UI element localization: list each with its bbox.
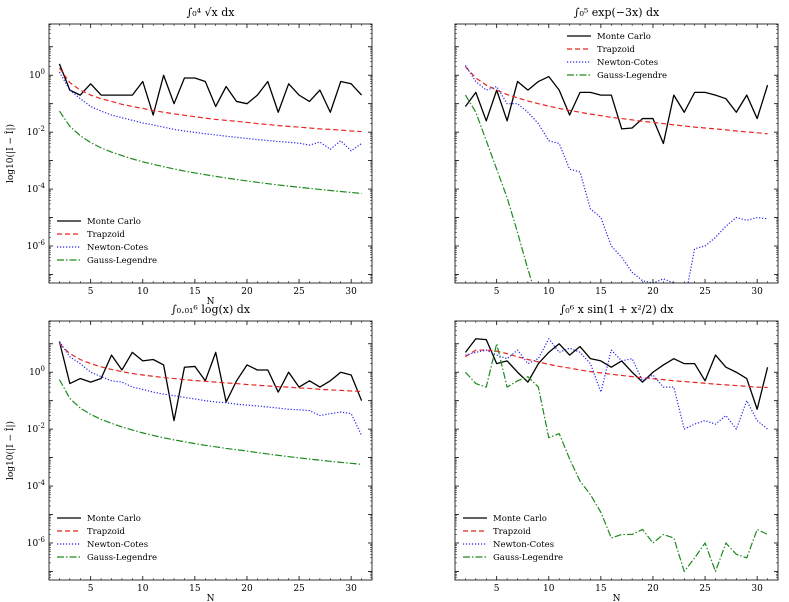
x-tick-label: 15 [189, 287, 201, 297]
chart-title: ∫₀⁶ x sin(1 + x²/2) dx [560, 303, 675, 316]
legend-label: Monte Carlo [87, 217, 141, 227]
series-line-trapzoid [464, 66, 768, 135]
y-axis-label: log10(|I − Î|) [4, 124, 16, 183]
legend-label: Trapzoid [87, 230, 126, 240]
x-tick-label: 30 [751, 584, 763, 594]
legend-label: Trapzoid [597, 45, 636, 55]
legend: Monte Carlo Trapzoid Newton-Cotes Gauss-Leg… [57, 514, 157, 563]
panel-4: 5 10 15 20 25 30 ∫₀⁶ x sin(1 + x²/2) dx N Monte … [454, 303, 779, 602]
x-tick-label: 30 [345, 584, 357, 594]
series-line-trapzoid [58, 67, 362, 133]
y-tick-label: 10-2 [27, 125, 45, 138]
series-line-newton-cotes [464, 65, 768, 283]
x-tick-label: 10 [137, 287, 149, 297]
series-group [58, 341, 363, 465]
series-line-gauss-legendre [58, 110, 362, 195]
panel-3: 5 10 15 20 25 30 100 10-2 10-4 10-6 ∫₀.₀₁⁶ log(x) … [4, 303, 373, 602]
legend-label: Monte Carlo [597, 32, 651, 42]
x-tick-label: 25 [293, 584, 305, 594]
plot-frame [48, 320, 373, 581]
y-axis-label: log10(|I − Î|) [4, 421, 16, 480]
legend: Monte Carlo Trapzoid Newton-Cotes Gauss-Leg… [463, 514, 563, 563]
y-tick-label: 10-2 [27, 422, 45, 435]
legend-label: Newton-Cotes [87, 540, 148, 550]
x-tick-label: 5 [88, 584, 94, 594]
legend-label: Trapzoid [87, 527, 126, 537]
series-line-gauss-legendre [464, 94, 533, 283]
plot-frame [48, 23, 373, 284]
x-tick-label: 10 [137, 584, 149, 594]
x-tick-label: 15 [595, 584, 607, 594]
x-tick-label: 15 [189, 584, 201, 594]
y-tick-label: 10-4 [27, 479, 46, 492]
x-tick-label: 10 [543, 584, 555, 594]
legend: Monte Carlo Trapzoid Newton-Cotes Gauss-Leg… [567, 32, 667, 81]
chart-title: ∫₀⁴ √x dx [186, 6, 235, 19]
x-tick-label: 5 [494, 584, 500, 594]
x-tick-label: 5 [88, 287, 94, 297]
series-line-monte-carlo [58, 341, 363, 422]
x-tick-label: 20 [241, 287, 253, 297]
legend-label: Newton-Cotes [493, 540, 554, 550]
series-group [58, 63, 363, 195]
series-line-newton-cotes [58, 341, 363, 436]
y-tick-label: 10-6 [27, 239, 46, 252]
x-tick-label: 25 [699, 287, 711, 297]
plot-frame [454, 320, 779, 581]
series-line-trapzoid [59, 343, 362, 393]
x-tick-label: 10 [543, 287, 555, 297]
y-tick-label: 10-4 [27, 182, 46, 195]
chart-title: ∫₀.₀₁⁶ log(x) dx [171, 303, 251, 316]
legend-label: Newton-Cotes [597, 58, 658, 68]
x-tick-label: 25 [699, 584, 711, 594]
y-tick-label: 100 [29, 68, 45, 81]
legend-label: Newton-Cotes [87, 243, 148, 253]
series-line-newton-cotes [465, 338, 768, 430]
x-tick-label: 5 [494, 287, 500, 297]
x-tick-label: 30 [345, 287, 357, 297]
x-axis-label: N [207, 297, 215, 307]
series-line-monte-carlo [464, 338, 769, 410]
legend-label: Trapzoid [493, 527, 532, 537]
x-tick-label: 20 [647, 287, 659, 297]
x-tick-label: 15 [595, 287, 607, 297]
x-tick-label: 20 [647, 584, 659, 594]
legend-label: Gauss-Legendre [493, 553, 563, 563]
legend-label: Gauss-Legendre [87, 256, 157, 266]
y-tick-label: 10-6 [27, 536, 46, 549]
series-group [464, 65, 769, 283]
y-tick-label: 100 [29, 365, 45, 378]
legend-label: Gauss-Legendre [597, 71, 667, 81]
x-tick-label: 30 [751, 287, 763, 297]
series-line-gauss-legendre [464, 343, 768, 573]
panel-1: 5 10 15 20 25 30 100 10-2 10-4 10-6 ∫₀⁴ √x dx Nlog1… [4, 6, 373, 307]
chart-title: ∫₀⁵ exp(−3x) dx [574, 6, 660, 19]
legend-label: Monte Carlo [87, 514, 141, 524]
x-tick-label: 20 [241, 584, 253, 594]
series-line-gauss-legendre [58, 379, 362, 465]
series-line-trapzoid [465, 349, 768, 389]
x-axis-label: N [613, 594, 621, 602]
panel-2: 5 10 15 20 25 30 ∫₀⁵ exp(−3x) dx Monte Carlo Tra… [454, 6, 779, 297]
series-line-monte-carlo [464, 75, 769, 145]
legend-label: Monte Carlo [493, 514, 547, 524]
series-line-newton-cotes [58, 71, 362, 152]
legend: Monte Carlo Trapzoid Newton-Cotes Gauss-Leg… [57, 217, 157, 266]
x-axis-label: N [207, 594, 215, 602]
x-tick-label: 25 [293, 287, 305, 297]
legend-label: Gauss-Legendre [87, 553, 157, 563]
series-group [464, 338, 769, 573]
plot-frame [454, 23, 779, 284]
series-line-monte-carlo [58, 63, 363, 116]
